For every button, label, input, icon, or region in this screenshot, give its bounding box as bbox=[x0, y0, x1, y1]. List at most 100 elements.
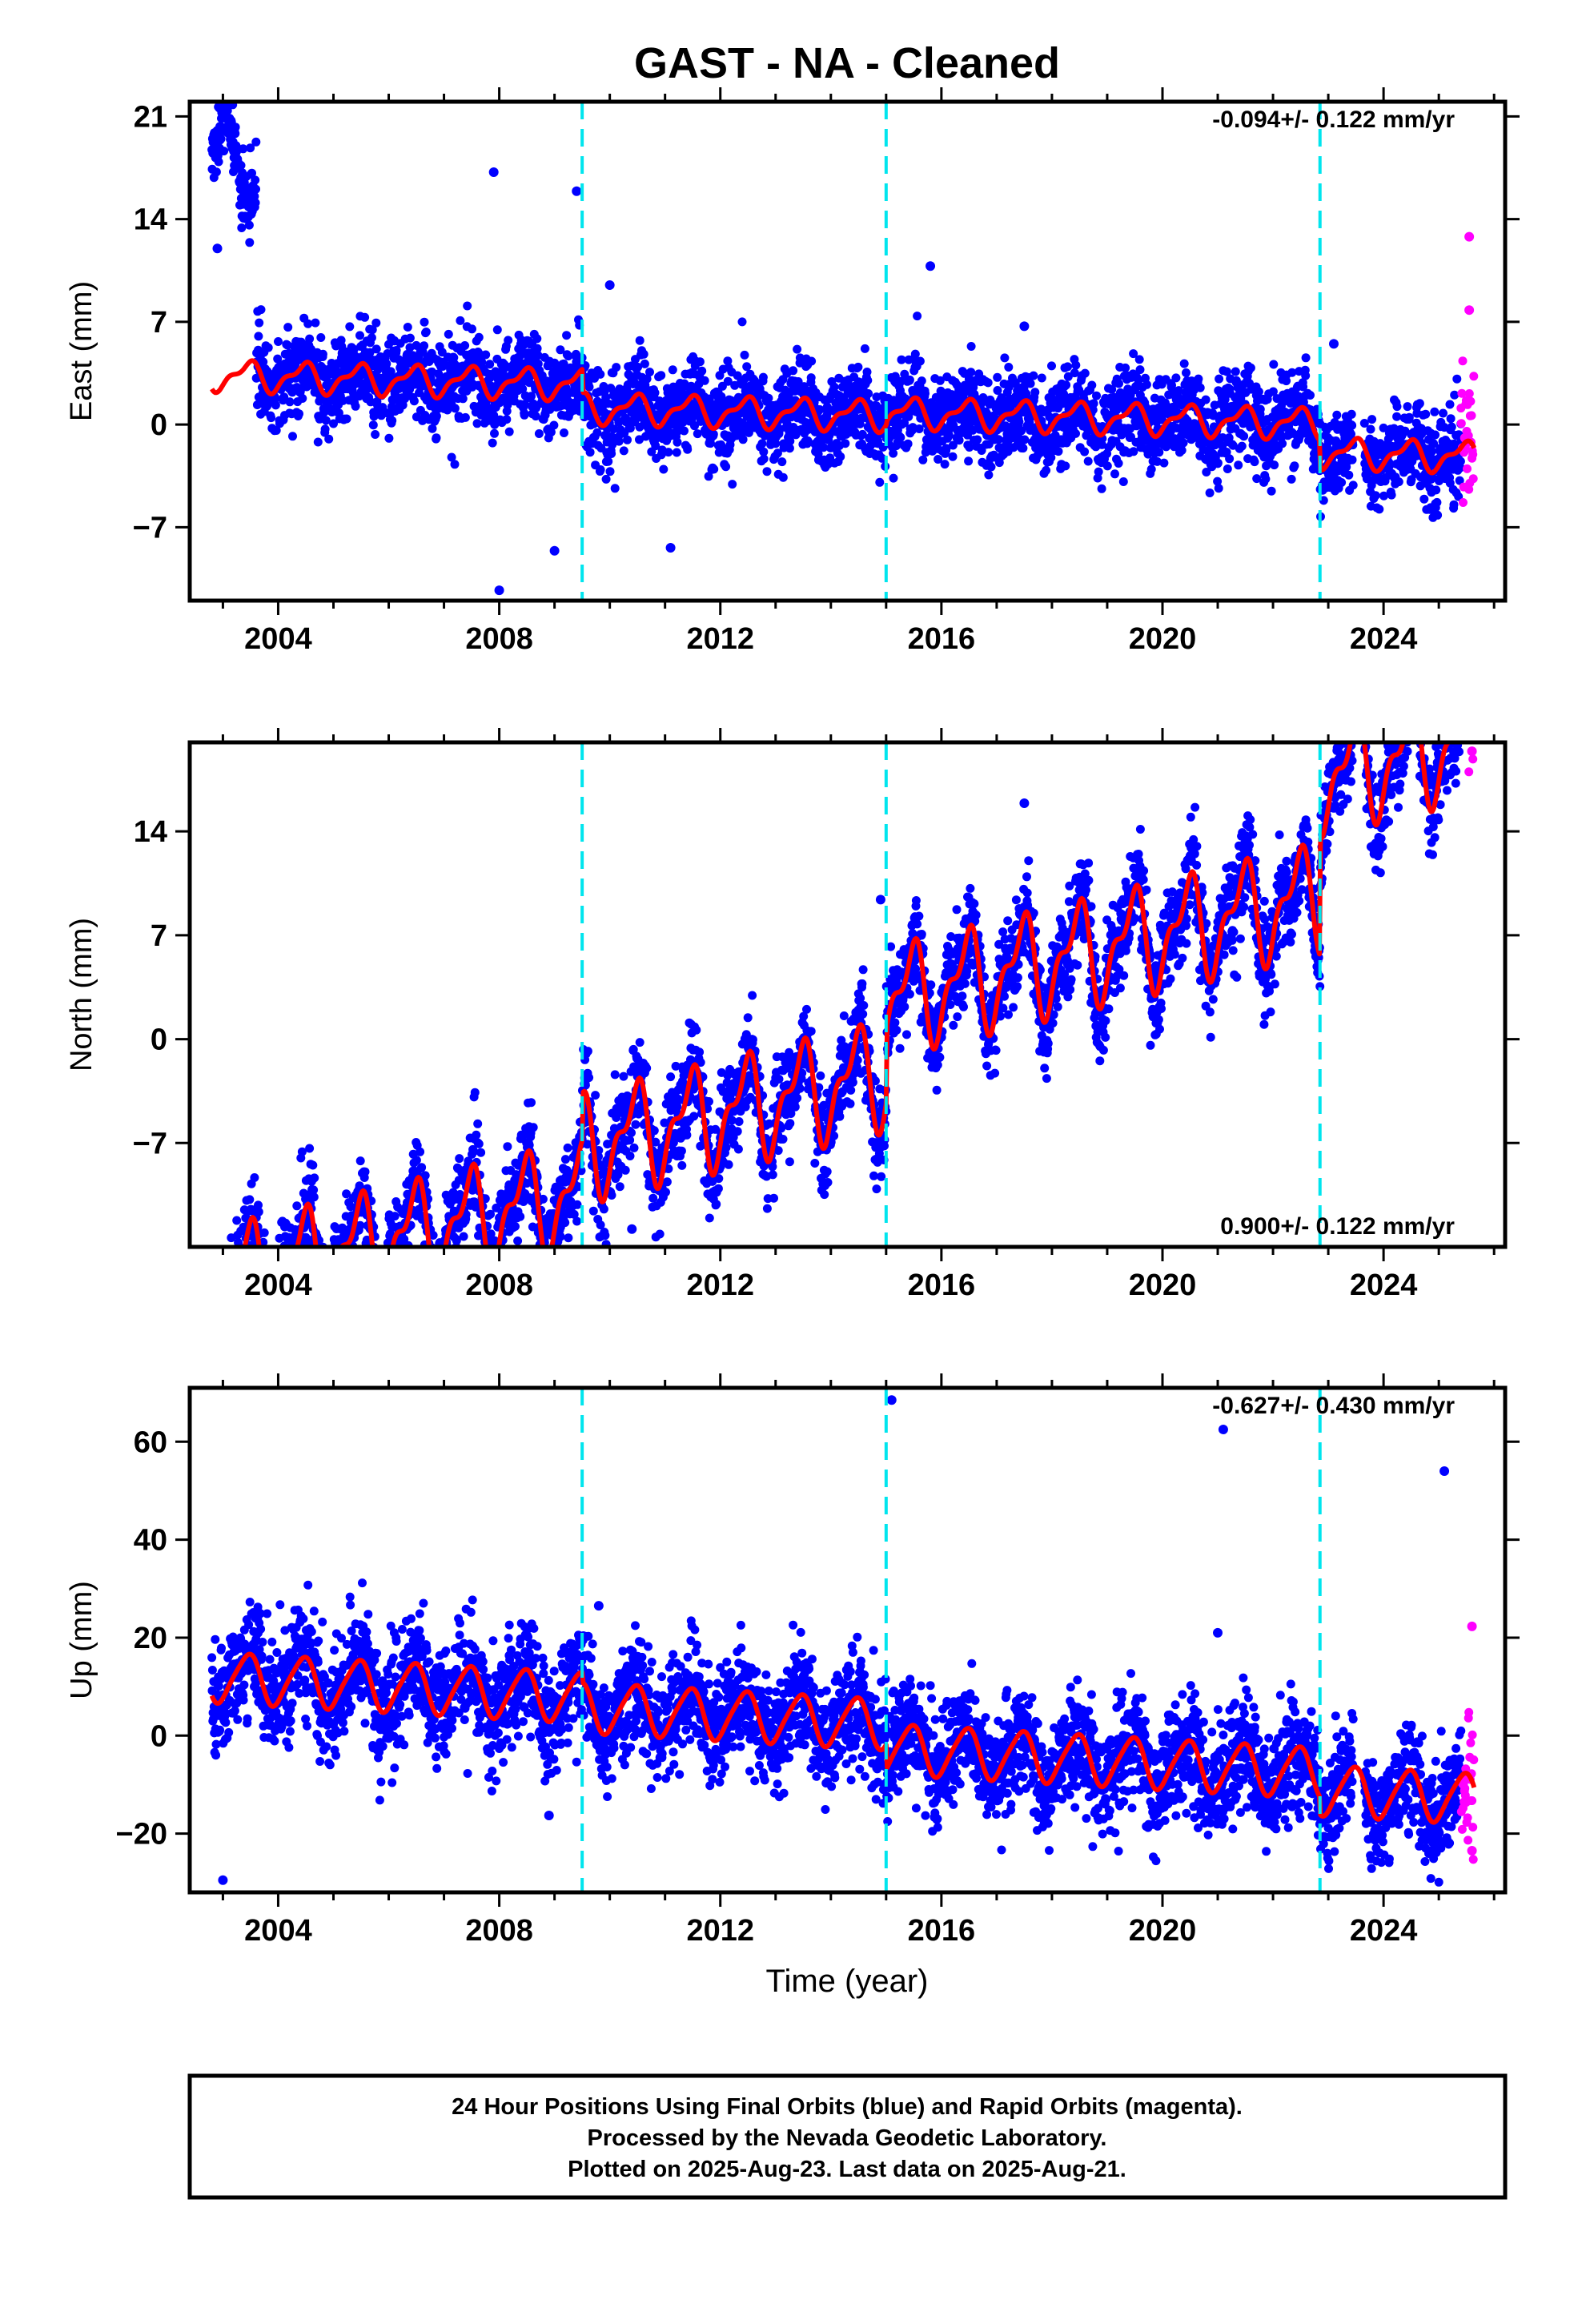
data-point bbox=[903, 439, 913, 448]
east-rate-label: -0.094+/- 0.122 mm/yr bbox=[1212, 107, 1455, 133]
data-point bbox=[896, 376, 905, 386]
data-point bbox=[759, 454, 769, 464]
data-point bbox=[339, 1274, 348, 1283]
data-point bbox=[1214, 484, 1223, 493]
data-point bbox=[1080, 447, 1090, 456]
data-point bbox=[335, 1294, 344, 1303]
data-point bbox=[433, 1249, 442, 1258]
data-point bbox=[247, 168, 256, 178]
data-point bbox=[534, 429, 544, 438]
data-point bbox=[778, 472, 788, 482]
rapid-point bbox=[1468, 450, 1478, 459]
data-point bbox=[264, 1314, 273, 1323]
data-point bbox=[437, 1300, 446, 1309]
data-point bbox=[836, 452, 845, 461]
data-point bbox=[221, 1309, 230, 1318]
data-point bbox=[693, 429, 702, 439]
data-point bbox=[320, 424, 330, 434]
data-point bbox=[651, 441, 661, 451]
data-point bbox=[323, 1304, 332, 1313]
data-point bbox=[388, 1270, 397, 1279]
data-point bbox=[829, 382, 839, 392]
data-point bbox=[428, 1271, 436, 1280]
data-point bbox=[435, 1261, 444, 1269]
data-point bbox=[822, 411, 832, 420]
data-point bbox=[335, 1250, 343, 1259]
data-point bbox=[283, 340, 292, 350]
data-point bbox=[262, 1327, 271, 1336]
data-point bbox=[994, 458, 1004, 468]
data-point bbox=[439, 1285, 448, 1293]
data-point bbox=[1237, 441, 1247, 451]
data-point bbox=[437, 1283, 446, 1292]
data-point bbox=[236, 161, 246, 170]
data-point bbox=[221, 1265, 230, 1274]
data-point bbox=[291, 1255, 299, 1264]
data-point bbox=[297, 1248, 306, 1257]
data-point bbox=[391, 1266, 400, 1275]
data-point bbox=[986, 462, 996, 472]
data-point bbox=[450, 404, 460, 413]
data-point bbox=[215, 1317, 223, 1326]
data-point bbox=[370, 1279, 379, 1288]
data-point bbox=[208, 1298, 217, 1307]
data-point bbox=[472, 419, 482, 428]
data-point bbox=[390, 1263, 399, 1272]
data-point bbox=[564, 352, 573, 361]
data-point bbox=[271, 426, 281, 435]
data-point bbox=[387, 1261, 396, 1269]
data-point bbox=[287, 1250, 296, 1259]
outlier-point bbox=[926, 261, 936, 271]
data-point bbox=[815, 405, 825, 414]
data-point bbox=[431, 1338, 440, 1347]
data-point bbox=[388, 1254, 397, 1263]
data-point bbox=[1047, 361, 1056, 371]
outlier-point bbox=[604, 280, 615, 291]
y-tick-label: 21 bbox=[134, 100, 167, 134]
data-point bbox=[235, 1272, 244, 1281]
data-point bbox=[219, 1333, 227, 1342]
data-point bbox=[315, 1248, 324, 1257]
data-point bbox=[1290, 461, 1299, 471]
data-point bbox=[668, 365, 677, 375]
data-point bbox=[254, 1257, 263, 1266]
data-point bbox=[431, 1265, 440, 1273]
data-point bbox=[371, 1282, 380, 1291]
data-point bbox=[966, 368, 976, 377]
data-point bbox=[217, 1345, 226, 1354]
data-point bbox=[379, 1287, 387, 1296]
data-point bbox=[935, 376, 945, 385]
data-point bbox=[326, 1284, 335, 1293]
data-point bbox=[209, 1377, 218, 1386]
data-point bbox=[376, 1282, 385, 1291]
data-point bbox=[504, 336, 513, 345]
data-point bbox=[331, 1270, 340, 1279]
data-point bbox=[209, 1346, 218, 1355]
data-point bbox=[291, 1257, 300, 1266]
data-point bbox=[1020, 435, 1030, 444]
data-point bbox=[1061, 461, 1070, 471]
data-point bbox=[584, 382, 594, 392]
data-point bbox=[231, 1306, 239, 1315]
data-point bbox=[965, 443, 974, 452]
data-point bbox=[412, 1156, 421, 1165]
data-point bbox=[450, 460, 460, 469]
data-point bbox=[373, 1284, 382, 1293]
data-point bbox=[244, 220, 254, 230]
data-point bbox=[1014, 417, 1024, 427]
data-point bbox=[251, 373, 261, 383]
data-point bbox=[318, 349, 327, 359]
x-tick-label: 2004 bbox=[244, 622, 312, 656]
data-point bbox=[365, 348, 375, 357]
data-point bbox=[360, 1167, 370, 1176]
data-point bbox=[321, 1303, 330, 1312]
data-point bbox=[777, 457, 787, 467]
data-point bbox=[1097, 484, 1106, 493]
data-point bbox=[215, 1369, 223, 1377]
data-point bbox=[235, 1303, 243, 1312]
data-point bbox=[1142, 380, 1151, 389]
data-point bbox=[287, 1254, 296, 1263]
data-point bbox=[369, 1282, 378, 1291]
